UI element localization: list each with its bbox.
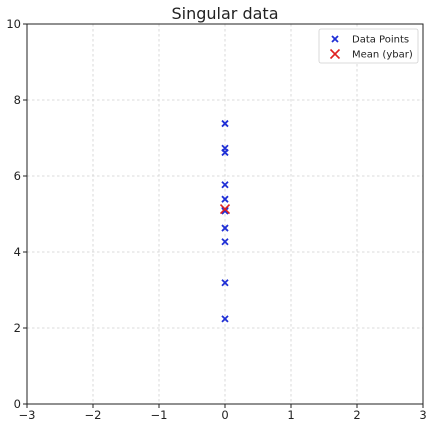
x-tick-label: 1 — [287, 408, 294, 422]
legend-marker — [329, 48, 341, 60]
legend-marker — [331, 35, 339, 43]
y-tick-label: 6 — [14, 169, 21, 183]
legend-label: Data Points — [352, 35, 409, 46]
x-tick-label: 0 — [221, 408, 228, 422]
data-point — [221, 315, 229, 323]
grid-lines — [26, 23, 424, 405]
data-point — [221, 119, 229, 128]
data-point — [221, 224, 229, 232]
y-tick-label: 2 — [14, 321, 21, 335]
legend-label: Mean (ybar) — [352, 50, 413, 61]
axis-ticks: −3 −2 −1 0 1 2 3 0 2 4 6 8 10 — [6, 17, 426, 422]
legend: Data Points Mean (ybar) — [318, 28, 419, 64]
x-tick-label: −1 — [151, 408, 168, 422]
data-points — [219, 119, 231, 323]
data-point — [221, 279, 229, 287]
y-tick-label: 4 — [14, 245, 21, 259]
y-tick-label: 10 — [6, 17, 21, 31]
x-tick-label: 2 — [353, 408, 360, 422]
y-tick-label: 0 — [14, 397, 21, 411]
data-point — [221, 181, 229, 189]
data-point — [221, 148, 229, 157]
x-tick-label: −2 — [85, 408, 102, 422]
y-tick-label: 8 — [14, 93, 21, 107]
legend-box — [318, 28, 419, 64]
x-tick-label: −3 — [19, 408, 36, 422]
data-point — [221, 206, 229, 214]
data-point — [221, 195, 229, 203]
data-point — [221, 238, 229, 246]
x-tick-label: 3 — [419, 408, 426, 422]
mean-point — [219, 203, 231, 215]
chart-title: Singular data — [172, 4, 279, 23]
